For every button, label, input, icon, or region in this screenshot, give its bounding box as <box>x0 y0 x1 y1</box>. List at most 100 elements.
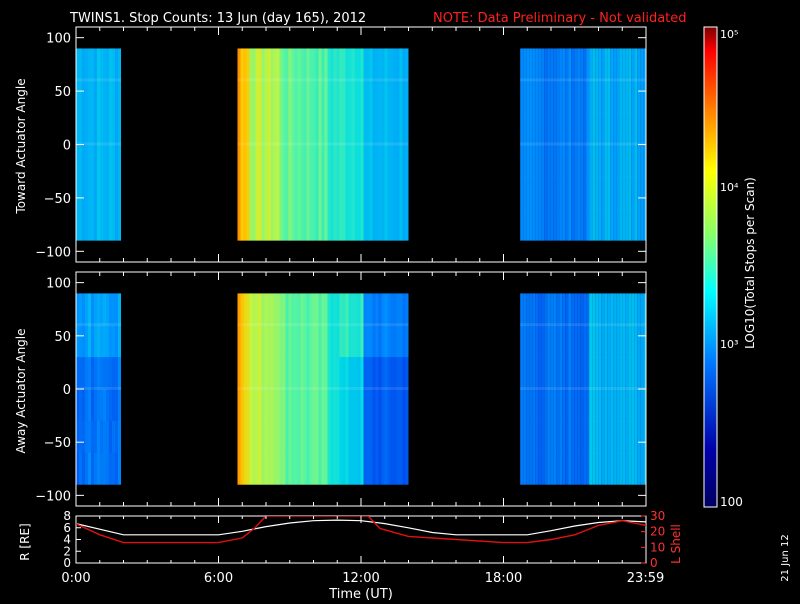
heatmap-cell <box>319 389 322 422</box>
heatmap-cell <box>283 113 286 146</box>
heatmap-cell <box>343 357 346 390</box>
heatmap-cell <box>634 48 637 81</box>
heatmap-cell <box>574 113 577 146</box>
heatmap-cell <box>637 113 640 146</box>
heatmap-cell <box>565 209 568 242</box>
heatmap-cell <box>334 421 337 454</box>
heatmap-cell <box>289 389 292 422</box>
heatmap-cell <box>598 145 601 178</box>
heatmap-cell <box>322 325 325 358</box>
y-tick-label: −100 <box>35 489 71 504</box>
heatmap-cell <box>307 48 310 81</box>
heatmap-cell <box>616 389 619 422</box>
heatmap-cell <box>520 389 523 422</box>
heatmap-cell <box>355 389 358 422</box>
heatmap-cell <box>271 421 274 454</box>
heatmap-cell <box>403 453 406 486</box>
heatmap-cell <box>379 80 382 113</box>
heatmap-cell <box>610 48 613 81</box>
heatmap-cell <box>601 48 604 81</box>
heatmap-cell <box>280 325 283 358</box>
heatmap-cell <box>556 209 559 242</box>
heatmap-cell <box>580 357 583 390</box>
heatmap-cell <box>82 453 85 486</box>
heatmap-cell <box>334 80 337 113</box>
heatmap-cell <box>322 177 325 210</box>
heatmap-cell <box>268 389 271 422</box>
heatmap-cell <box>286 209 289 242</box>
heatmap-cell <box>271 80 274 113</box>
heatmap-cell <box>634 325 637 358</box>
heatmap-cell <box>118 325 121 358</box>
heatmap-cell <box>103 113 106 146</box>
heatmap-cell <box>112 421 115 454</box>
heatmap-cell <box>295 113 298 146</box>
heatmap-cell <box>313 453 316 486</box>
heatmap-cell <box>610 113 613 146</box>
heatmap-cell <box>274 389 277 422</box>
heatmap-cell <box>367 325 370 358</box>
heatmap-cell <box>538 177 541 210</box>
heatmap-cell <box>349 453 352 486</box>
heatmap-cell <box>346 389 349 422</box>
heatmap-cell <box>535 48 538 81</box>
heatmap-cell <box>106 177 109 210</box>
heatmap-cell <box>319 80 322 113</box>
heatmap-cell <box>289 325 292 358</box>
heatmap-cell <box>289 48 292 81</box>
heatmap-cell <box>595 293 598 326</box>
heatmap-cell <box>271 209 274 242</box>
heatmap-cell <box>91 145 94 178</box>
heatmap-cell <box>538 145 541 178</box>
heatmap-cell <box>295 145 298 178</box>
heatmap-cell <box>253 389 256 422</box>
heatmap-cell <box>562 421 565 454</box>
heatmap-cell <box>577 48 580 81</box>
heatmap-cell <box>580 325 583 358</box>
heatmap-cell <box>88 421 91 454</box>
heatmap-cell <box>262 209 265 242</box>
heatmap-cell <box>574 80 577 113</box>
heatmap-cell <box>553 145 556 178</box>
heatmap-cell <box>526 113 529 146</box>
heatmap-cell <box>598 48 601 81</box>
orbit-frame <box>76 516 646 563</box>
heatmap-cell <box>583 177 586 210</box>
heatmap-cell <box>391 48 394 81</box>
heatmap-cell <box>298 453 301 486</box>
heatmap-cell <box>274 421 277 454</box>
heatmap-cell <box>109 453 112 486</box>
heatmap-cell <box>526 209 529 242</box>
heatmap-cell <box>337 145 340 178</box>
heatmap-cell <box>562 177 565 210</box>
heatmap-cell <box>349 113 352 146</box>
heatmap-cell <box>379 421 382 454</box>
heatmap-cell <box>343 453 346 486</box>
heatmap-cell <box>595 389 598 422</box>
heatmap-cell <box>322 453 325 486</box>
heatmap-cell <box>265 357 268 390</box>
heatmap-cell <box>373 113 376 146</box>
heatmap-cell <box>562 357 565 390</box>
heatmap-cell <box>547 177 550 210</box>
heatmap-cell <box>334 145 337 178</box>
heatmap-cell <box>595 453 598 486</box>
heatmap-cell <box>388 325 391 358</box>
heatmap-cell <box>601 145 604 178</box>
heatmap-cell <box>616 209 619 242</box>
heatmap-cell <box>241 177 244 210</box>
heatmap-cell <box>286 177 289 210</box>
heatmap-cell <box>304 421 307 454</box>
heatmap-cell <box>604 357 607 390</box>
heatmap-cell <box>79 177 82 210</box>
heatmap-cell <box>580 389 583 422</box>
heatmap-cell <box>550 421 553 454</box>
heatmap-cell <box>538 209 541 242</box>
heatmap-cell <box>259 389 262 422</box>
heatmap-cell <box>583 293 586 326</box>
heatmap-cell <box>391 177 394 210</box>
heatmap-cell <box>547 113 550 146</box>
heatmap-cell <box>295 80 298 113</box>
heatmap-cell <box>259 293 262 326</box>
